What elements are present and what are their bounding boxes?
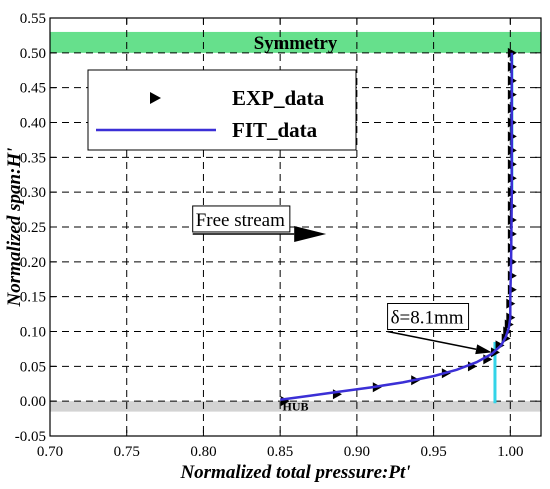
band-label-0: Symmetry bbox=[254, 33, 338, 54]
y-tick-label-12: 0.55 bbox=[20, 11, 46, 27]
y-tick-label-2: 0.05 bbox=[20, 359, 46, 375]
legend-label-exp: EXP_data bbox=[232, 86, 325, 110]
x-tick-label-4: 0.90 bbox=[344, 444, 370, 460]
y-tick-label-3: 0.10 bbox=[20, 325, 46, 341]
y-axis-title: Normalized span:H' bbox=[4, 148, 25, 308]
band-label-1: HUB bbox=[282, 400, 308, 414]
y-tick-label-7: 0.30 bbox=[20, 185, 46, 201]
annotation-text-1: δ=8.1mm bbox=[391, 308, 464, 329]
y-tick-label-10: 0.45 bbox=[20, 81, 46, 97]
legend-marker-exp bbox=[150, 92, 161, 104]
annotation-box-0 bbox=[192, 205, 291, 233]
annotation-box-1 bbox=[387, 303, 470, 330]
legend-box bbox=[87, 69, 357, 151]
legend-label-fit: FIT_data bbox=[232, 118, 318, 142]
series-line-1 bbox=[280, 52, 514, 402]
y-tick-label-1: 0.00 bbox=[20, 394, 46, 410]
y-tick-label-8: 0.35 bbox=[20, 150, 46, 166]
x-tick-label-0: 0.70 bbox=[37, 444, 63, 460]
data-point-0-7 bbox=[490, 347, 500, 358]
band-0 bbox=[50, 31, 541, 53]
y-tick-label-11: 0.50 bbox=[20, 46, 46, 62]
x-tick-label-6: 1.00 bbox=[497, 444, 523, 460]
y-tick-label-9: 0.40 bbox=[20, 116, 46, 132]
y-tick-label-0: -0.05 bbox=[15, 429, 46, 445]
y-tick-label-6: 0.25 bbox=[20, 220, 46, 236]
x-tick-label-2: 0.80 bbox=[190, 444, 216, 460]
x-tick-label-5: 0.95 bbox=[420, 444, 446, 460]
y-tick-label-4: 0.15 bbox=[20, 290, 46, 306]
axes-layer: 0.70 0.75 0.80 0.85 0.90 0.95 1.00 -0.05 0.00 0.0… bbox=[4, 11, 542, 483]
bands-layer: Symmetry HUB bbox=[50, 31, 541, 414]
annotation-text-0: Free stream bbox=[196, 210, 285, 231]
data-point-0-15 bbox=[507, 270, 517, 281]
series-layer bbox=[280, 47, 517, 407]
annotation-arrowhead-1 bbox=[475, 344, 492, 355]
legend: EXP_data FIT_data bbox=[87, 69, 357, 151]
x-axis-title: Normalized total pressure:Pt' bbox=[179, 462, 410, 483]
x-tick-label-1: 0.75 bbox=[114, 444, 140, 460]
band-1 bbox=[50, 401, 541, 412]
annotations-layer: Free stream δ=8.1mm bbox=[192, 205, 492, 355]
x-tick-label-3: 0.85 bbox=[267, 444, 293, 460]
y-tick-label-5: 0.20 bbox=[20, 255, 46, 271]
annotation-arrowhead-0 bbox=[294, 225, 327, 242]
annotation-arrow-1 bbox=[387, 330, 477, 350]
